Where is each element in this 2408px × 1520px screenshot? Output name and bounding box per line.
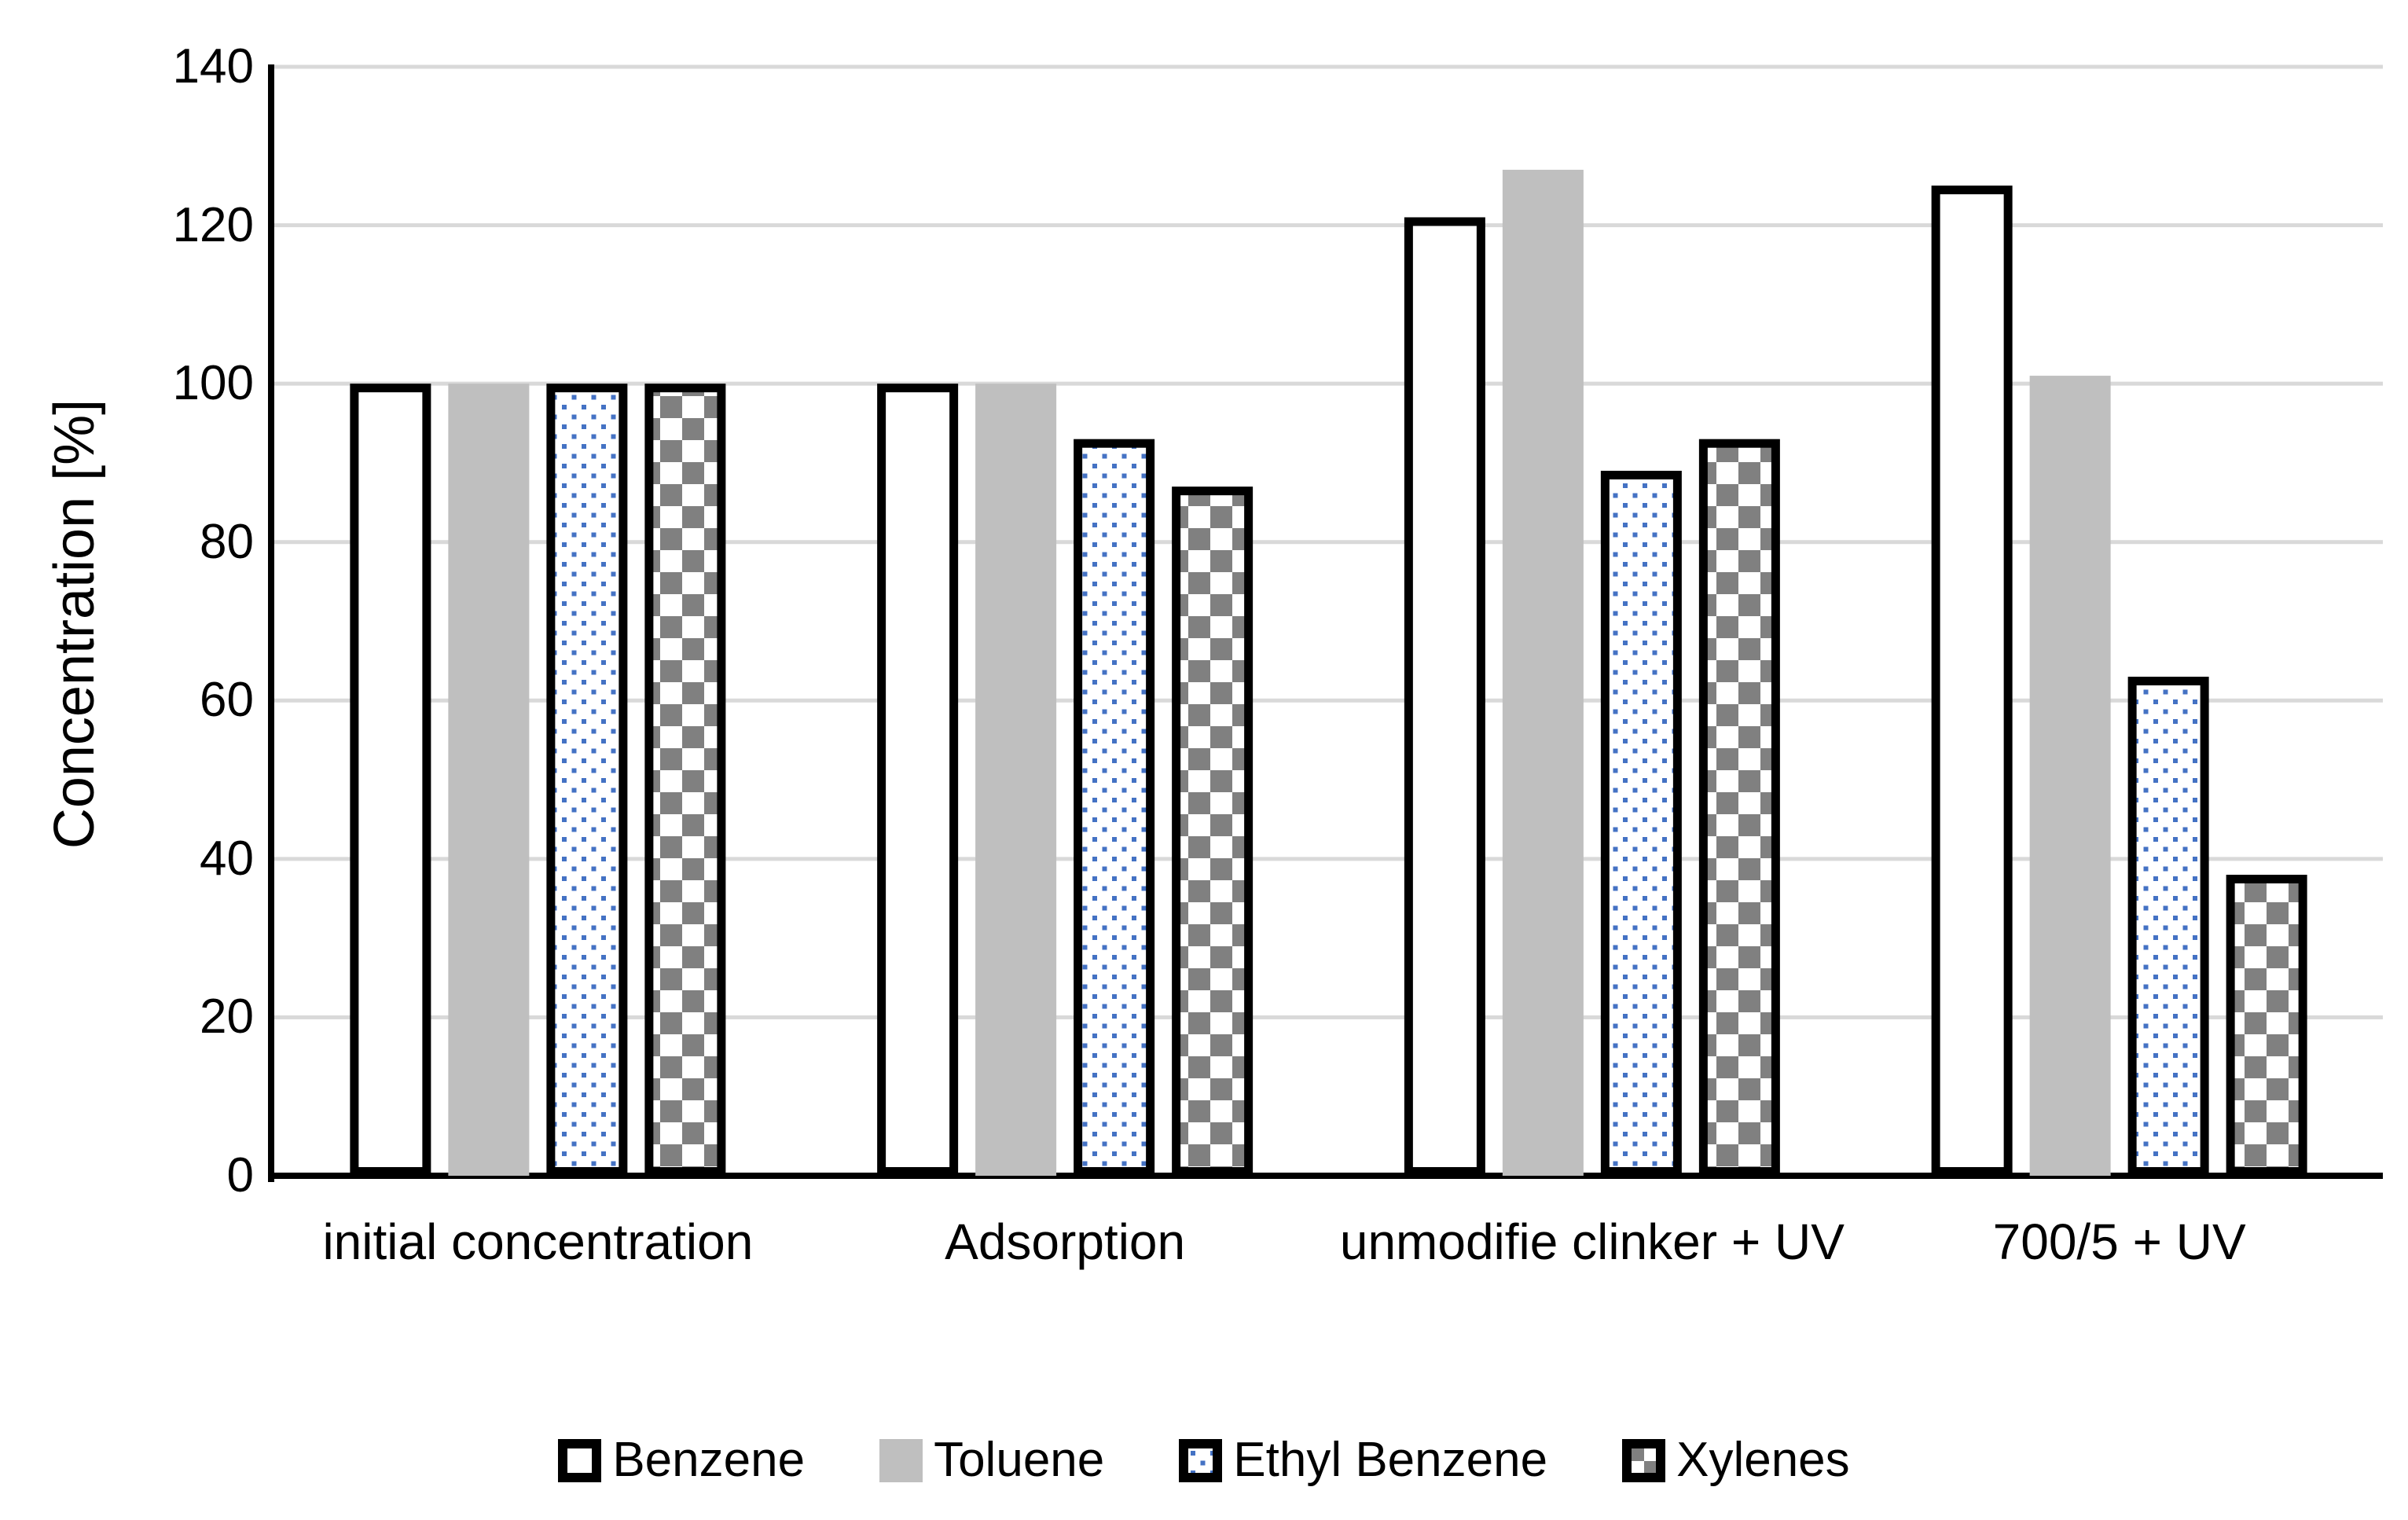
bar-xylenes-cat0 bbox=[644, 384, 726, 1176]
legend-swatch-toluene-icon bbox=[879, 1438, 923, 1482]
bar-ethyl-benzene-cat2 bbox=[1600, 471, 1682, 1176]
bar-benzene-cat3 bbox=[1931, 185, 2013, 1176]
gridline-40 bbox=[274, 857, 2383, 861]
gridline-80 bbox=[274, 540, 2383, 545]
y-axis-title: Concentration [%] bbox=[43, 398, 106, 850]
bar-toluene-cat3 bbox=[2029, 376, 2111, 1176]
legend-item-toluene: Toluene bbox=[879, 1436, 1104, 1485]
bar-benzene-cat2 bbox=[1404, 217, 1485, 1177]
gridline-140 bbox=[274, 64, 2383, 69]
bar-ethyl-benzene-cat3 bbox=[2127, 677, 2209, 1176]
y-tick-label-80: 80 bbox=[200, 514, 254, 569]
legend-label: Xylenes bbox=[1676, 1433, 1850, 1487]
category-label-3: 700/5 + UV bbox=[1992, 1213, 2246, 1270]
category-label-0: initial concentration bbox=[322, 1213, 754, 1270]
legend-item-ethyl-benzene: Ethyl Benzene bbox=[1179, 1436, 1547, 1485]
x-axis-line bbox=[268, 1173, 2383, 1179]
gridline-100 bbox=[274, 381, 2383, 386]
bar-toluene-cat0 bbox=[448, 384, 530, 1177]
bar-toluene-cat2 bbox=[1502, 170, 1584, 1176]
legend-label: Benzene bbox=[612, 1433, 806, 1487]
legend-label: Toluene bbox=[934, 1433, 1105, 1487]
legend-swatch-benzene-icon bbox=[558, 1438, 602, 1482]
gridline-60 bbox=[274, 698, 2383, 703]
legend-item-benzene: Benzene bbox=[558, 1436, 805, 1485]
category-label-2: unmodifie clinker + UV bbox=[1339, 1213, 1845, 1270]
bar-toluene-cat1 bbox=[975, 384, 1057, 1177]
legend-swatch-xylenes-icon bbox=[1622, 1438, 1666, 1482]
category-label-1: Adsorption bbox=[945, 1213, 1186, 1270]
bar-ethyl-benzene-cat0 bbox=[546, 384, 628, 1176]
y-tick-label-140: 140 bbox=[172, 39, 254, 94]
y-tick-label-40: 40 bbox=[200, 831, 254, 886]
y-tick-label-120: 120 bbox=[172, 197, 254, 252]
y-tick-label-60: 60 bbox=[200, 673, 254, 728]
y-tick-label-100: 100 bbox=[172, 356, 254, 411]
legend-swatch-ethyl-benzene-icon bbox=[1179, 1438, 1223, 1482]
bar-xylenes-cat2 bbox=[1698, 439, 1780, 1176]
bar-xylenes-cat1 bbox=[1172, 486, 1254, 1176]
legend-label: Ethyl Benzene bbox=[1233, 1433, 1548, 1487]
bar-benzene-cat1 bbox=[877, 384, 959, 1176]
y-tick-label-20: 20 bbox=[200, 989, 254, 1045]
bar-xylenes-cat3 bbox=[2226, 875, 2307, 1176]
bar-benzene-cat0 bbox=[350, 384, 431, 1176]
y-tick-label-0: 0 bbox=[226, 1148, 254, 1202]
y-axis-line bbox=[268, 64, 274, 1182]
bar-ethyl-benzene-cat1 bbox=[1074, 439, 1155, 1176]
gridline-120 bbox=[274, 223, 2383, 228]
legend-item-xylenes: Xylenes bbox=[1622, 1436, 1850, 1485]
gridline-20 bbox=[274, 1015, 2383, 1019]
legend: Benzene Toluene Ethyl Benzene Xylenes bbox=[0, 1429, 2408, 1492]
